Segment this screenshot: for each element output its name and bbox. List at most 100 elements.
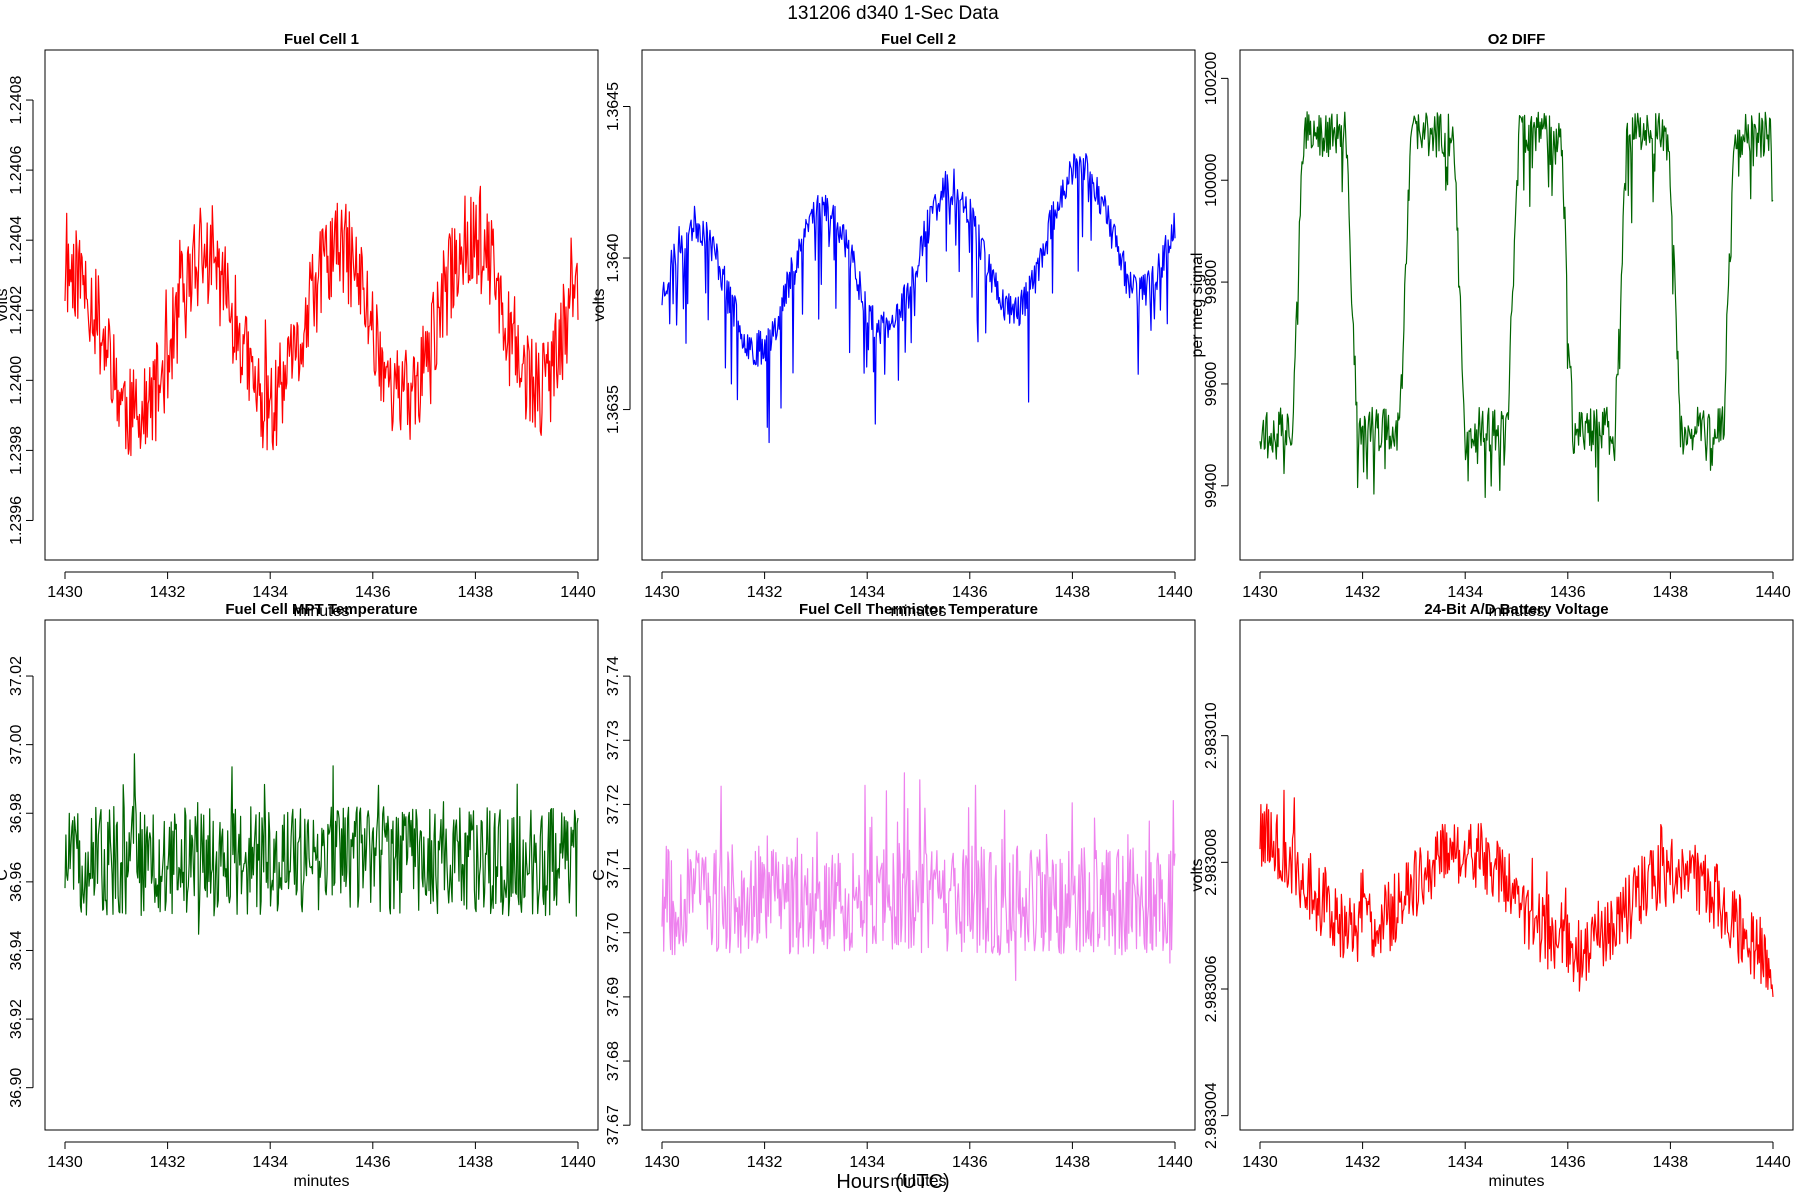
panel-title: Fuel Cell 1	[284, 31, 359, 48]
y-tick-label: 36.94	[8, 930, 25, 970]
series-line	[661, 153, 1176, 444]
x-tick-label: 1438	[1055, 584, 1091, 601]
x-tick-label: 1434	[1447, 1154, 1483, 1171]
y-tick-label: 37.71	[605, 848, 622, 888]
panel-2: Fuel Cell 2 1430 1432 1434 1436 1438 1440 minut…	[591, 31, 1196, 620]
x-axis-label: minutes	[293, 603, 349, 620]
y-tick-label: 37.69	[605, 977, 622, 1017]
y-tick-label: 1.2396	[8, 496, 25, 545]
y-tick-label: 1.2406	[8, 146, 25, 195]
plot-frame	[641, 619, 1196, 1131]
y-tick-label: 36.96	[8, 862, 25, 902]
plot-frame	[1239, 49, 1794, 561]
y-tick-label: 1.2398	[8, 426, 25, 475]
x-axis: 1430 1432 1434 1436 1438 1440 minutes	[1242, 571, 1791, 620]
y-tick-label: 2.983006	[1203, 956, 1220, 1023]
y-tick-label: 37.74	[605, 656, 622, 696]
panels: Fuel Cell 1 1430 1432 1434 1436 1438 1440 minut…	[0, 31, 1794, 1190]
plot-frame	[641, 49, 1196, 561]
panel-title: 24-Bit A/D Battery Voltage	[1424, 601, 1608, 618]
x-tick-label: 1436	[1550, 584, 1586, 601]
y-axis-label: volts	[591, 289, 608, 322]
x-tick-label: 1430	[47, 1154, 83, 1171]
panel-3: O2 DIFF 1430 1432 1434 1436 1438 1440 minutes 99…	[1189, 31, 1794, 620]
y-tick-label: 99400	[1203, 463, 1220, 508]
x-axis-label: minutes	[890, 1173, 946, 1190]
x-tick-label: 1436	[952, 584, 988, 601]
series-line	[661, 772, 1176, 981]
x-tick-label: 1434	[849, 1154, 885, 1171]
x-tick-label: 1434	[849, 584, 885, 601]
x-tick-label: 1436	[355, 584, 391, 601]
series-line	[1259, 789, 1774, 997]
panel-title: Fuel Cell MPT Temperature	[225, 601, 417, 618]
x-tick-label: 1430	[1242, 584, 1278, 601]
y-tick-label: 37.67	[605, 1105, 622, 1145]
plot-frame	[1239, 619, 1794, 1131]
series-line	[64, 185, 579, 457]
y-axis: 1.2396 1.2398 1.2400 1.2402 1.2404 1.2406 1.24…	[0, 75, 34, 545]
y-tick-label: 37.68	[605, 1041, 622, 1081]
x-tick-label: 1430	[47, 584, 83, 601]
x-axis-label: minutes	[293, 1173, 349, 1190]
y-tick-label: 37.00	[8, 725, 25, 765]
x-tick-label: 1438	[458, 1154, 494, 1171]
x-tick-label: 1440	[1755, 584, 1791, 601]
y-tick-label: 37.73	[605, 720, 622, 760]
y-tick-label: 1.2404	[8, 216, 25, 265]
y-axis: 99400 99600 99800 100000 100200 per meg signa…	[1189, 52, 1229, 508]
y-tick-label: 1.3640	[605, 233, 622, 282]
y-axis-label: per meg signal	[1189, 253, 1206, 358]
y-tick-label: 36.90	[8, 1068, 25, 1108]
y-tick-label: 37.72	[605, 784, 622, 824]
panel-title: O2 DIFF	[1488, 31, 1546, 48]
x-tick-label: 1430	[1242, 1154, 1278, 1171]
y-axis-label: volts	[0, 289, 11, 322]
panel-title: Fuel Cell Thermistor Temperature	[799, 601, 1038, 618]
x-tick-label: 1432	[1345, 1154, 1381, 1171]
y-tick-label: 2.983004	[1203, 1082, 1220, 1149]
x-axis-label: minutes	[1488, 603, 1544, 620]
y-axis-label: C	[591, 869, 608, 881]
y-tick-label: 100200	[1203, 52, 1220, 105]
x-axis-label: minutes	[890, 603, 946, 620]
y-tick-label: 99800	[1203, 260, 1220, 305]
x-tick-label: 1430	[644, 1154, 680, 1171]
y-tick-label: 1.2402	[8, 286, 25, 335]
panel-5: Fuel Cell Thermistor Temperature 1430 1432…	[591, 601, 1196, 1190]
x-axis: 1430 1432 1434 1436 1438 1440 minutes	[1242, 1141, 1791, 1190]
y-axis: 37.67 37.68 37.69 37.70 37.71 37.72 37.73 37.74…	[591, 656, 631, 1145]
x-tick-label: 1434	[252, 584, 288, 601]
x-axis: 1430 1432 1434 1436 1438 1440 minutes	[644, 571, 1193, 620]
x-tick-label: 1436	[355, 1154, 391, 1171]
x-tick-label: 1440	[1157, 584, 1193, 601]
x-tick-label: 1440	[560, 584, 596, 601]
y-tick-label: 37.70	[605, 913, 622, 953]
x-tick-label: 1438	[1653, 1154, 1689, 1171]
x-axis: 1430 1432 1434 1436 1438 1440 minutes	[47, 1141, 596, 1190]
plot-frame	[44, 619, 599, 1131]
x-axis: 1430 1432 1434 1436 1438 1440 minutes	[47, 571, 596, 620]
x-tick-label: 1434	[1447, 584, 1483, 601]
x-tick-label: 1436	[952, 1154, 988, 1171]
y-tick-label: 100000	[1203, 153, 1220, 206]
y-axis-label: volts	[1189, 859, 1206, 892]
figure-xlabel: Hours (UTC)	[836, 1171, 949, 1193]
panel-1: Fuel Cell 1 1430 1432 1434 1436 1438 1440 minut…	[0, 31, 599, 620]
x-tick-label: 1440	[1157, 1154, 1193, 1171]
x-tick-label: 1436	[1550, 1154, 1586, 1171]
x-axis-label: minutes	[1488, 1173, 1544, 1190]
y-axis: 36.90 36.92 36.94 36.96 36.98 37.00 37.02 C	[0, 656, 34, 1108]
x-tick-label: 1440	[1755, 1154, 1791, 1171]
x-tick-label: 1438	[1055, 1154, 1091, 1171]
x-axis: 1430 1432 1434 1436 1438 1440 minutes	[644, 1141, 1193, 1190]
x-tick-label: 1440	[560, 1154, 596, 1171]
x-tick-label: 1434	[252, 1154, 288, 1171]
y-tick-label: 1.2408	[8, 75, 25, 124]
x-tick-label: 1432	[747, 584, 783, 601]
y-tick-label: 2.983010	[1203, 702, 1220, 769]
figure-title: 131206 d340 1-Sec Data	[787, 3, 999, 24]
series-line	[64, 753, 579, 935]
x-tick-label: 1438	[458, 584, 494, 601]
